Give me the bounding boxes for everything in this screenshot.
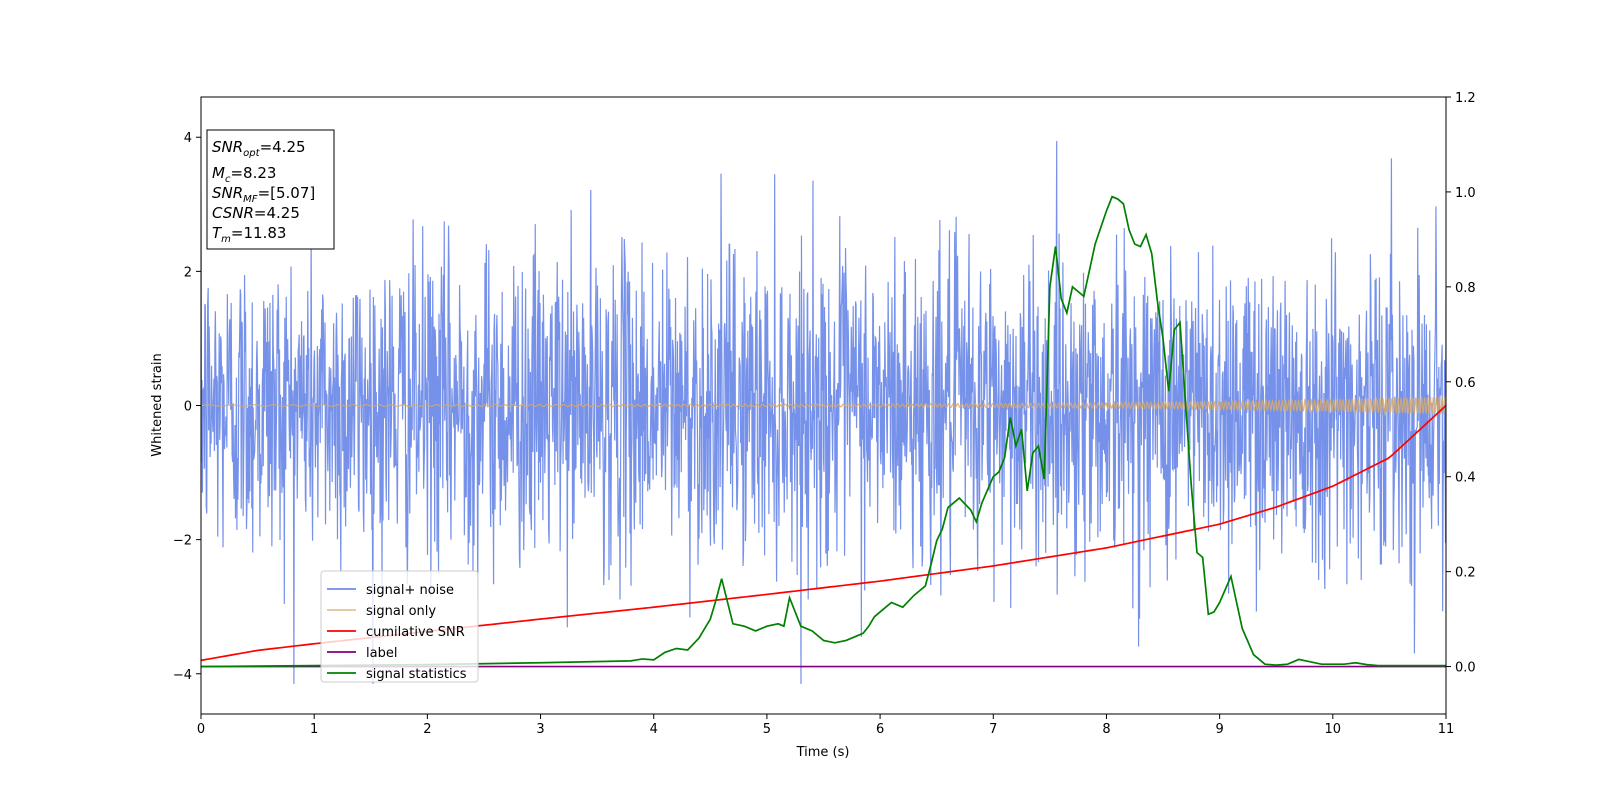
y-left-tick-label: 0 xyxy=(184,400,192,415)
series-signal-only xyxy=(201,395,1446,416)
legend-entry: signal statistics xyxy=(327,667,467,682)
y-right-tick-label: 1.2 xyxy=(1455,91,1476,106)
info-line-tm: Tm=11.83 xyxy=(212,224,286,245)
legend-entry: cumilative SNR xyxy=(327,625,465,640)
info-line-snr-mf: SNRMF=[5.07] xyxy=(212,184,315,205)
y-right-tick-label: 0.0 xyxy=(1455,661,1476,676)
y-right-tick-label: 1.0 xyxy=(1455,186,1476,201)
y-left-tick-label: 2 xyxy=(184,265,192,280)
x-tick-label: 9 xyxy=(1215,722,1223,737)
x-tick-label: 5 xyxy=(763,722,771,737)
y-right-tick-label: 0.6 xyxy=(1455,376,1476,391)
legend-label: label xyxy=(366,646,397,661)
x-tick-label: 0 xyxy=(197,722,205,737)
x-tick-label: 2 xyxy=(423,722,431,737)
legend-label: cumilative SNR xyxy=(366,625,465,640)
y-right-tick-label: 0.4 xyxy=(1455,471,1476,486)
y-right-tick-label: 0.8 xyxy=(1455,281,1476,296)
x-tick-label: 7 xyxy=(989,722,997,737)
x-tick-label: 1 xyxy=(310,722,318,737)
info-line-snr-opt: SNRopt=4.25 xyxy=(212,138,306,159)
legend-entry: signal only xyxy=(327,604,436,619)
legend-entry: signal+ noise xyxy=(327,583,454,598)
y-left-tick-label: −4 xyxy=(173,668,192,683)
y-left-tick-label: 4 xyxy=(184,131,192,146)
legend-entry: label xyxy=(327,646,397,661)
y-axis-right: 0.0 0.2 0.4 0.6 0.8 1.0 1.2 xyxy=(1446,91,1476,676)
x-axis-title: Time (s) xyxy=(796,745,850,760)
legend-frame xyxy=(320,570,479,683)
x-tick-label: 11 xyxy=(1438,722,1455,737)
legend-label: signal statistics xyxy=(366,667,467,682)
legend: signal+ noise signal only cumilative SNR la… xyxy=(320,570,479,683)
y-axis-title: Whitened strain xyxy=(150,353,165,456)
legend-label: signal+ noise xyxy=(366,583,454,598)
x-tick-label: 6 xyxy=(876,722,884,737)
series-signal-plus-noise xyxy=(201,140,1446,684)
info-box: SNRopt=4.25 Mc=8.23 SNRMF=[5.07] CSNR=4.… xyxy=(206,129,335,250)
x-axis: 0 1 2 3 4 5 6 7 8 9 10 11 xyxy=(197,714,1454,737)
series-signal-statistics xyxy=(201,195,1446,668)
info-line-csnr: CSNR=4.25 xyxy=(212,204,300,222)
x-tick-label: 3 xyxy=(536,722,544,737)
y-left-tick-label: −2 xyxy=(173,534,192,549)
y-right-tick-label: 0.2 xyxy=(1455,566,1476,581)
x-tick-label: 4 xyxy=(650,722,658,737)
legend-label: signal only xyxy=(366,604,436,619)
x-tick-label: 10 xyxy=(1325,722,1342,737)
info-line-mc: Mc=8.23 xyxy=(212,164,276,185)
info-box-frame xyxy=(206,129,335,250)
x-tick-label: 8 xyxy=(1102,722,1110,737)
y-axis-left: −4 −2 0 2 4 xyxy=(173,131,201,683)
